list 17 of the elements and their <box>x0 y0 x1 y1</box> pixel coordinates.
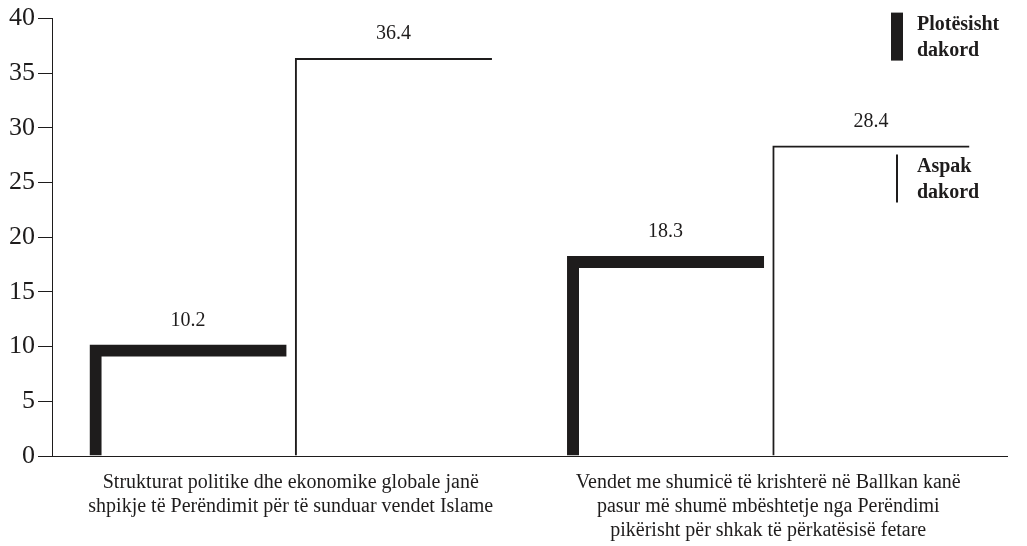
y-tick-label: 10 <box>9 330 35 360</box>
data-label: 18.3 <box>648 219 684 242</box>
data-label: 36.4 <box>375 21 411 44</box>
y-tick-label: 20 <box>9 221 35 251</box>
y-tick-label: 15 <box>9 275 35 305</box>
data-label: 10.2 <box>170 307 206 330</box>
data-label: 28.4 <box>853 108 889 131</box>
y-tick-label: 30 <box>9 111 35 141</box>
legend-label: Aspak dakord <box>917 153 980 202</box>
y-tick-label: 25 <box>9 166 35 196</box>
y-tick-label: 0 <box>22 439 35 469</box>
x-tick-label: Vendet me shumicë të krishterë në Ballkan kanë pasur më shumë mbështetje nga Perëndimi pikërisht për shkak të përkatësisë fetare <box>575 470 961 542</box>
y-tick-label: 40 <box>9 2 35 32</box>
y-tick-label: 35 <box>9 57 35 87</box>
legend-label: Plotësisht dakord <box>917 11 1000 60</box>
x-tick-label: Strukturat politike dhe ekonomike globale janë shpikje të Perëndimit për të sunduar vendet Islame <box>88 470 494 518</box>
y-tick-label: 5 <box>22 385 35 415</box>
